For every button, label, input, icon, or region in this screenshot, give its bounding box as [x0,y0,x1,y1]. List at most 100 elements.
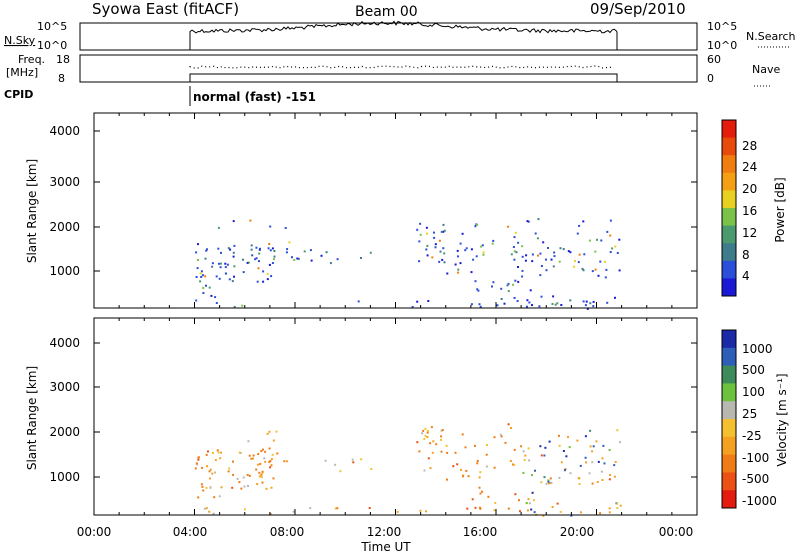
echo-cell [477,289,480,292]
echo-cell [591,450,594,453]
echo-cell [517,280,520,283]
echo-cell [264,450,267,453]
echo-cell [500,435,503,438]
echo-cell [434,246,437,249]
velocity-colorbar [722,330,736,509]
echo-cell [233,244,236,247]
echo-cell [560,461,563,464]
echo-cell [220,451,223,454]
echo-cell [470,303,473,306]
echo-cell [205,507,208,510]
echo-cell [260,473,263,476]
echo-cell [602,444,605,447]
colorbar-swatch [722,243,736,262]
echo-cell [467,475,470,478]
echo-cell [526,220,529,223]
echo-cell [507,507,510,510]
nave-label: Nave [752,63,780,76]
echo-cell [236,477,239,480]
freq-label-line2: [MHz] [6,66,38,79]
echo-cell [616,429,619,432]
echo-cell [325,251,328,254]
echo-cell [603,260,606,263]
echo-cell [210,294,213,297]
echo-cell [211,472,214,475]
echo-cell [491,242,494,245]
freq-trace [189,73,618,82]
echo-cell [227,470,230,473]
echo-cell [211,262,214,265]
echo-cell [597,274,600,277]
echo-cell [432,440,435,443]
echo-cell [291,256,293,259]
colorbar-swatch [722,419,736,438]
echo-cell [470,248,473,251]
echo-cell [513,297,516,299]
echo-cell [262,270,265,273]
echo-cell [334,507,337,510]
echo-cell [609,474,612,476]
echo-cell [569,472,572,475]
echo-cell [286,248,289,251]
colorbar-swatch [722,137,736,156]
echo-cell [576,439,579,442]
echo-cell [220,251,222,254]
velocity-frame [93,317,698,516]
echo-cell [209,468,212,471]
echo-cell [552,265,555,268]
echo-cell [203,507,206,510]
colorbar-swatch [722,155,736,174]
echo-cell [351,458,354,461]
power-cbar-tick-28: 28 [742,139,757,153]
echo-cell [423,438,426,440]
echo-cell [466,507,469,510]
echo-cell [257,453,260,456]
echo-cell [243,508,246,511]
echo-cell [231,486,234,489]
echo-cell [254,258,257,261]
echo-cell [606,230,609,233]
vel-cbar-tick-neg100: -100 [742,451,769,465]
echo-cell [476,460,479,462]
echo-cell [618,238,621,241]
echo-cell [589,429,592,432]
echo-cell [528,301,531,304]
vel-cbar-tick-neg1000: -1000 [742,494,777,508]
echo-cell [581,267,584,270]
echo-cell [452,465,455,468]
vel-cbar-tick-100: 100 [742,385,765,399]
echo-cell [268,263,271,266]
echo-cell [459,242,462,245]
colorbar-swatch [722,490,736,509]
echo-cell [209,486,212,489]
echo-cell [336,258,339,261]
echo-cell [431,451,434,454]
echo-cell [429,467,432,470]
echo-cell [474,444,476,447]
echo-cell [573,265,576,268]
echo-cell [496,304,499,307]
echo-cell [217,226,220,229]
echo-cell [538,305,541,308]
echo-cell [424,427,427,430]
echo-cell [269,460,272,462]
echo-cell [547,479,550,482]
echo-cell [558,444,561,447]
echo-cell [201,274,204,277]
echo-cell [533,511,536,514]
echo-cell [618,269,621,272]
colorbar-swatch [722,278,736,297]
echo-cell [216,449,219,452]
echo-cell [500,298,503,300]
echo-cell [514,231,517,234]
echo-cell [521,245,524,248]
echo-cell [579,464,582,467]
echo-cell [517,266,519,268]
echo-cell [534,469,536,472]
echo-cell [438,260,441,263]
echo-cell [226,263,229,266]
echo-cell [425,226,428,229]
power-ytick-3000: 3000 [49,175,80,189]
echo-cell [547,480,550,483]
echo-cell [548,482,550,485]
